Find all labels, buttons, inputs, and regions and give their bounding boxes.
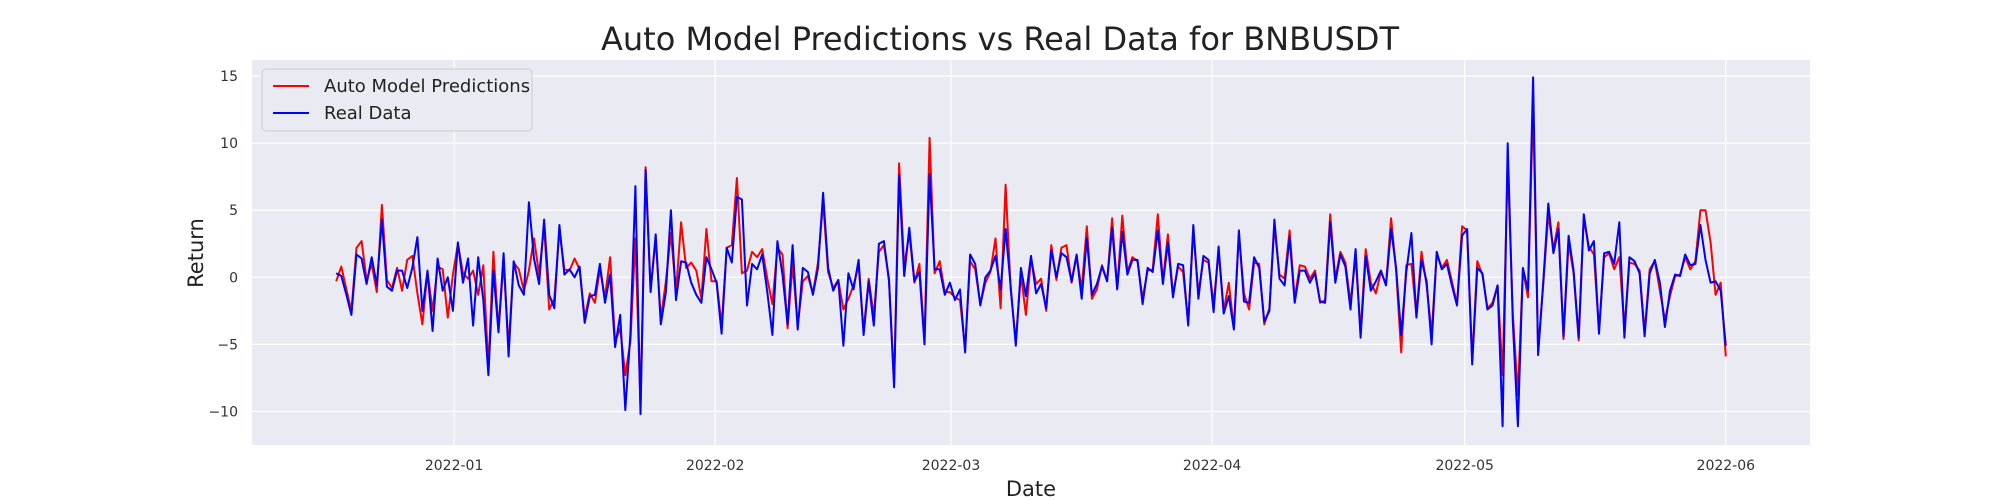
legend-label-predictions: Auto Model Predictions [324,76,530,97]
x-tick-label: 2022-05 [1435,458,1494,474]
x-axis-label: Date [1006,477,1056,500]
series-line-real-data [335,76,1727,428]
y-tick-label: 15 [220,69,238,85]
legend-box [261,68,533,132]
legend: Auto Model Predictions Real Data [261,68,533,132]
ticks: −10 −5 0 5 10 15 2022-01 2022-02 2022-03 2022-04 2… [208,69,1755,474]
x-tick-label: 2022-02 [686,458,745,474]
y-tick-label: −10 [208,404,238,420]
series-layer [335,76,1727,428]
y-tick-label: 10 [220,136,238,152]
x-tick-label: 2022-03 [922,458,981,474]
chart-title: Auto Model Predictions vs Real Data for … [601,20,1399,58]
y-axis-label: Return [184,218,208,288]
legend-label-real-data: Real Data [324,103,412,124]
grid [252,60,1810,445]
y-tick-label: −5 [217,337,238,353]
x-tick-label: 2022-01 [425,458,484,474]
y-tick-label: 0 [229,270,238,286]
x-tick-label: 2022-04 [1183,458,1242,474]
x-tick-label: 2022-06 [1697,458,1756,474]
y-tick-label: 5 [229,203,238,219]
